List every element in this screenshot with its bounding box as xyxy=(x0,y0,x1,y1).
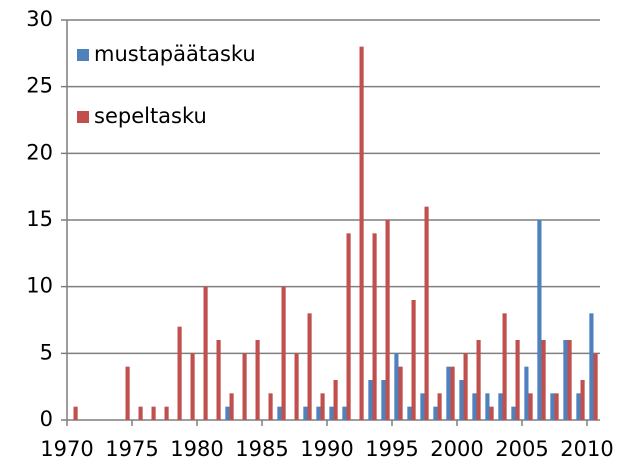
y-tick-label: 5 xyxy=(40,340,53,364)
bar xyxy=(446,366,451,420)
bar xyxy=(329,406,334,420)
bar xyxy=(385,220,390,420)
bar xyxy=(424,206,429,420)
bar xyxy=(541,340,546,420)
x-tick-label: 2010 xyxy=(560,437,613,461)
bar xyxy=(255,340,260,420)
bar xyxy=(281,286,286,420)
bar xyxy=(316,406,321,420)
y-tick-label: 10 xyxy=(26,274,53,298)
bar xyxy=(294,353,299,420)
bar xyxy=(437,393,442,420)
bar xyxy=(554,393,559,420)
x-tick-label: 1980 xyxy=(170,437,223,461)
x-tick-label: 2005 xyxy=(495,437,548,461)
bar xyxy=(580,380,585,420)
bar xyxy=(563,340,568,420)
x-tick-label: 1985 xyxy=(235,437,288,461)
bar xyxy=(303,406,308,420)
bar xyxy=(459,380,464,420)
bar xyxy=(333,380,338,420)
bar xyxy=(537,220,542,420)
bar xyxy=(476,340,481,420)
bar xyxy=(485,393,490,420)
y-tick-label: 30 xyxy=(26,7,53,31)
bar xyxy=(229,393,234,420)
bar xyxy=(190,353,195,420)
bar xyxy=(472,393,477,420)
bar xyxy=(515,340,520,420)
bar xyxy=(225,406,230,420)
bar xyxy=(407,406,412,420)
bar xyxy=(398,366,403,420)
bar xyxy=(450,366,455,420)
bar xyxy=(511,406,516,420)
legend-swatch xyxy=(77,111,89,123)
bar xyxy=(359,46,364,421)
bar xyxy=(489,406,494,420)
bar xyxy=(177,326,182,420)
legend-swatch xyxy=(77,49,89,61)
y-tick-label: 20 xyxy=(26,140,53,164)
bar xyxy=(368,380,373,420)
bar xyxy=(550,393,555,420)
bar xyxy=(593,353,598,420)
bar xyxy=(242,353,247,420)
y-tick-label: 0 xyxy=(40,407,53,431)
x-tick-label: 1990 xyxy=(300,437,353,461)
legend-label: mustapäätasku xyxy=(94,42,256,66)
bar xyxy=(381,380,386,420)
x-tick-label: 1970 xyxy=(40,437,93,461)
bar xyxy=(567,340,572,420)
bar xyxy=(411,300,416,420)
bar xyxy=(433,406,438,420)
x-tick-label: 2000 xyxy=(430,437,483,461)
bar xyxy=(524,366,529,420)
bar xyxy=(342,406,347,420)
bar xyxy=(372,233,377,420)
bar xyxy=(463,353,468,420)
bar xyxy=(164,406,169,420)
x-tick-label: 1995 xyxy=(365,437,418,461)
y-tick-label: 25 xyxy=(26,74,53,98)
bar xyxy=(346,233,351,420)
bar xyxy=(498,393,503,420)
bar xyxy=(320,393,325,420)
bar xyxy=(125,366,130,420)
bar xyxy=(576,393,581,420)
bar xyxy=(502,313,507,420)
bar xyxy=(138,406,143,420)
bar xyxy=(73,406,78,420)
y-tick-label: 15 xyxy=(26,207,53,231)
x-tick-label: 1975 xyxy=(105,437,158,461)
bar xyxy=(277,406,282,420)
legend-label: sepeltasku xyxy=(94,104,207,128)
bar xyxy=(394,353,399,420)
bar xyxy=(216,340,221,420)
bar xyxy=(589,313,594,420)
bar xyxy=(203,286,208,420)
bar xyxy=(528,393,533,420)
bar xyxy=(307,313,312,420)
bar xyxy=(151,406,156,420)
bar xyxy=(420,393,425,420)
bar xyxy=(268,393,273,420)
